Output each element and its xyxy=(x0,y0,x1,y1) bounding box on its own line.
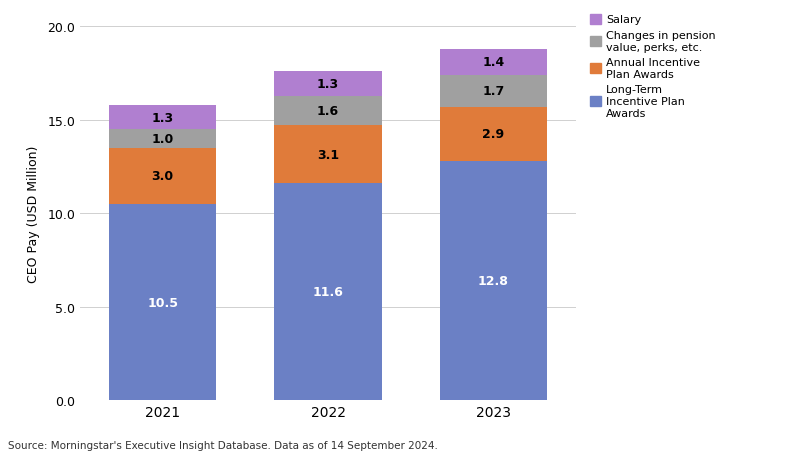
Legend: Salary, Changes in pension
value, perks, etc., Annual Incentive
Plan Awards, Lon: Salary, Changes in pension value, perks,… xyxy=(590,15,716,118)
Y-axis label: CEO Pay (USD Million): CEO Pay (USD Million) xyxy=(27,145,40,283)
Bar xyxy=(274,72,382,96)
Bar xyxy=(274,96,382,126)
Text: 1.7: 1.7 xyxy=(482,85,505,98)
Text: 1.3: 1.3 xyxy=(317,78,339,91)
Text: 3.1: 3.1 xyxy=(317,149,339,162)
Bar xyxy=(109,204,216,400)
Bar xyxy=(440,76,547,107)
Text: 1.4: 1.4 xyxy=(482,56,505,69)
Text: 11.6: 11.6 xyxy=(313,286,343,298)
Text: 2.9: 2.9 xyxy=(482,128,504,141)
Text: 1.6: 1.6 xyxy=(317,105,339,118)
Bar xyxy=(440,162,547,400)
Text: Source: Morningstar's Executive Insight Database. Data as of 14 September 2024.: Source: Morningstar's Executive Insight … xyxy=(8,440,438,450)
Bar xyxy=(274,184,382,400)
Bar xyxy=(440,107,547,162)
Bar xyxy=(109,148,216,204)
Text: 10.5: 10.5 xyxy=(147,296,178,309)
Text: 12.8: 12.8 xyxy=(478,274,509,288)
Bar xyxy=(274,126,382,184)
Text: 1.0: 1.0 xyxy=(151,133,174,146)
Text: 1.3: 1.3 xyxy=(152,111,174,124)
Text: 3.0: 3.0 xyxy=(152,170,174,183)
Bar xyxy=(440,50,547,76)
Bar xyxy=(109,106,216,130)
Bar xyxy=(109,130,216,148)
